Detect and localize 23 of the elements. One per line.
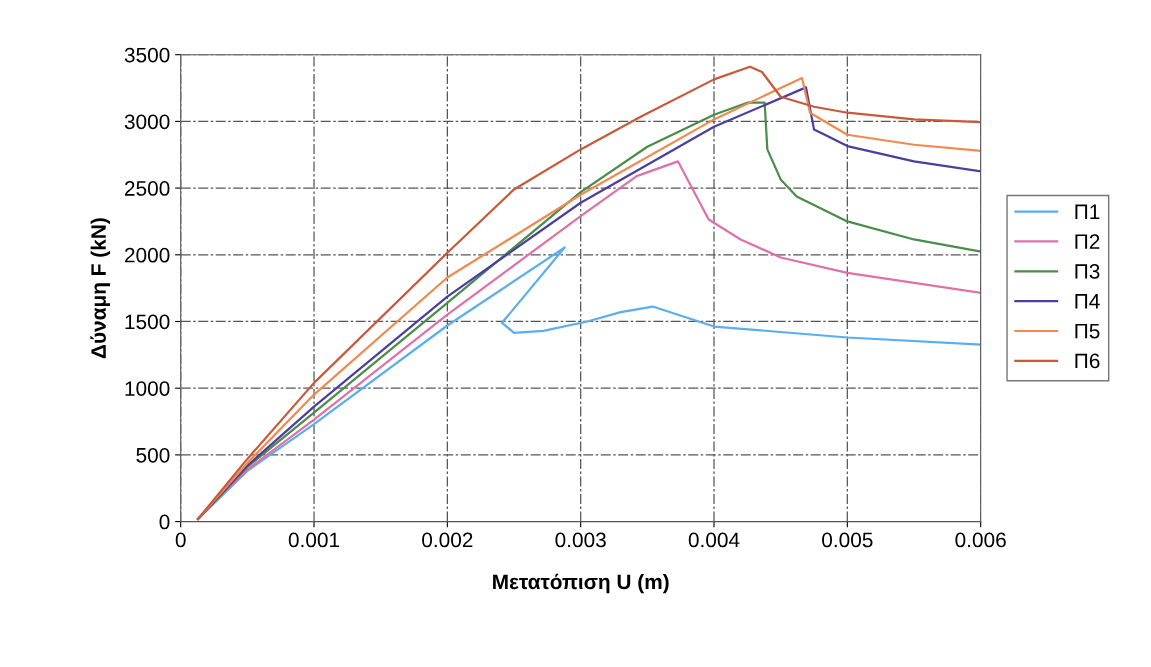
x-axis-title: Μετατόπιση U (m): [493, 573, 669, 594]
legend-label: Π5: [1075, 323, 1100, 339]
y-tick-label: 2000: [125, 247, 170, 263]
y-tick-label: 0: [159, 514, 170, 530]
x-tick-label: 0: [175, 532, 186, 548]
y-tick-label: 3000: [124, 114, 170, 130]
legend-label: Π1: [1075, 204, 1100, 219]
y-tick-label: 1500: [125, 314, 170, 330]
legend-label: Π6: [1075, 353, 1100, 369]
x-tick-label: 0.005: [822, 532, 873, 548]
y-tick-label: 500: [136, 447, 170, 463]
legend-label: Π3: [1075, 264, 1100, 279]
x-tick-label: 0.002: [422, 532, 473, 548]
y-tick-label: 2500: [125, 181, 170, 196]
x-tick-label: 0.006: [955, 532, 1006, 548]
y-tick-label: 1000: [125, 381, 170, 396]
y-axis-title: Δύναμη F (kN): [90, 218, 111, 359]
legend-label: Π2: [1075, 234, 1100, 249]
y-tick-label: 3500: [124, 47, 170, 63]
x-tick-label: 0.001: [288, 532, 340, 548]
legend-label: Π4: [1075, 294, 1100, 309]
x-tick-label: 0.004: [688, 532, 740, 548]
x-tick-label: 0.003: [555, 532, 606, 548]
